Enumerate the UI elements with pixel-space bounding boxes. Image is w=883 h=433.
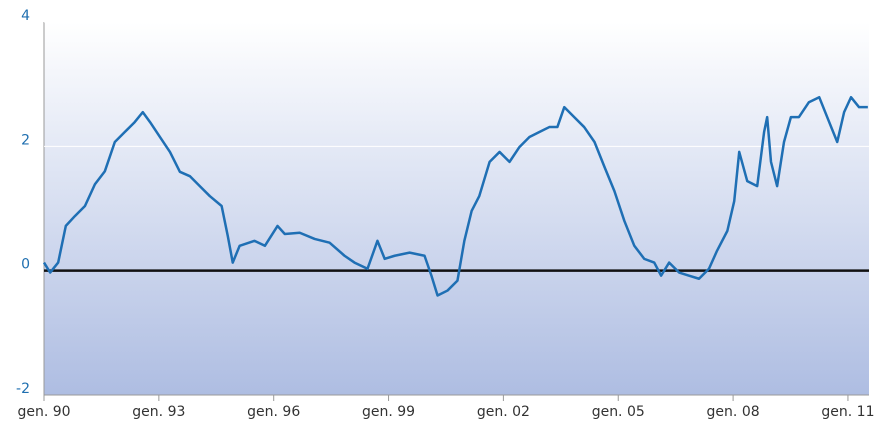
x-tick-label: gen. 99 <box>362 404 415 420</box>
x-tick-label: gen. 96 <box>247 404 300 420</box>
y-tick-label: 0 <box>21 257 30 273</box>
y-tick-label: 2 <box>21 132 30 148</box>
data-line <box>42 95 868 297</box>
x-tick-label: gen. 93 <box>132 404 185 420</box>
plot-background <box>44 22 869 395</box>
y-tick-label: -2 <box>16 381 30 397</box>
x-tick-label: gen. 90 <box>17 404 70 420</box>
y-tick-label: 4 <box>21 8 30 24</box>
x-tick-label: gen. 11 <box>821 404 874 420</box>
x-tick-label: gen. 05 <box>592 404 645 420</box>
x-tick-label: gen. 02 <box>477 404 530 420</box>
x-tick-label: gen. 08 <box>707 404 760 420</box>
